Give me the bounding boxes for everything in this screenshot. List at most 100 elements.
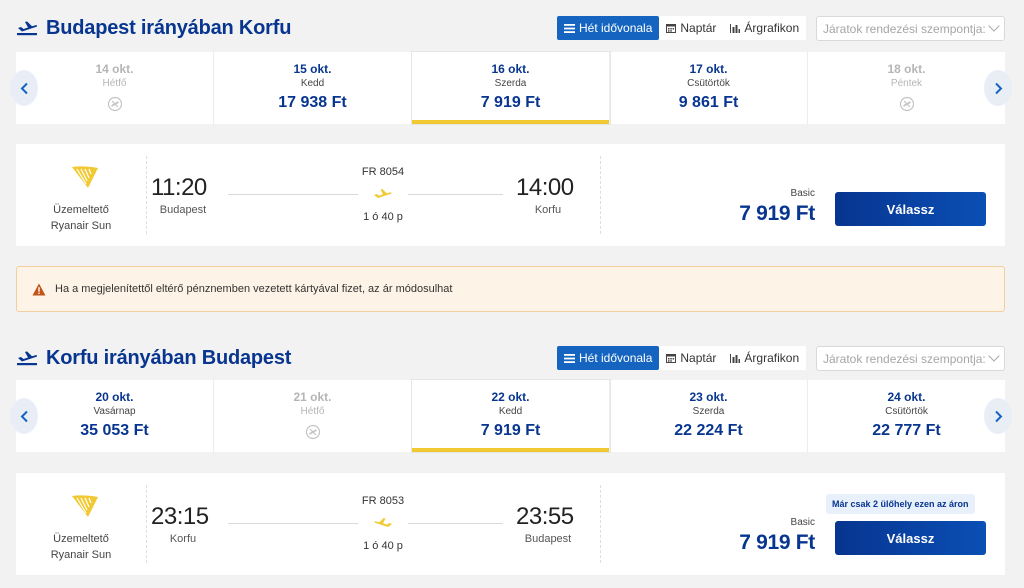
chevron-left-icon xyxy=(20,82,28,94)
no-flight-icon xyxy=(305,424,320,440)
date-cell: 21 okt. Hétfő xyxy=(214,380,412,452)
next-date-button[interactable] xyxy=(984,398,1012,434)
prev-date-button[interactable] xyxy=(10,70,38,106)
date-label: 14 okt. xyxy=(95,62,134,76)
arrival-time: 23:55 xyxy=(516,503,574,530)
divider xyxy=(146,485,147,563)
date-cell-selected[interactable]: 16 okt. Szerda 7 919 Ft xyxy=(412,52,610,124)
tab-label: Hét idővonala xyxy=(579,21,653,35)
date-price: 22 224 Ft xyxy=(674,422,743,439)
plane-icon xyxy=(374,189,392,198)
sort-select[interactable]: Járatok rendezési szempontja: xyxy=(816,346,1005,371)
operator-info: Üzemeltető Ryanair Sun xyxy=(16,531,146,563)
date-strip: 14 okt. Hétfő 15 okt. Kedd 17 938 Ft 16 … xyxy=(16,52,1005,124)
ryanair-harp-logo xyxy=(72,495,98,517)
calendar-icon xyxy=(666,24,677,33)
chevron-down-icon xyxy=(988,20,1000,32)
day-label: Péntek xyxy=(890,78,923,89)
route-line xyxy=(408,194,503,195)
date-price: 17 938 Ft xyxy=(278,94,347,111)
day-label: Csütörtök xyxy=(885,406,928,417)
plane-takeoff-icon xyxy=(17,351,38,366)
departure-city: Budapest xyxy=(159,204,207,216)
day-label: Hétfő xyxy=(300,406,325,417)
sort-select[interactable]: Járatok rendezési szempontja: xyxy=(816,16,1005,41)
date-cell[interactable]: 20 okt. Vasárnap 35 053 Ft xyxy=(16,380,214,452)
date-price: 7 919 Ft xyxy=(480,422,541,439)
warning-triangle-icon xyxy=(32,283,46,296)
route-line xyxy=(228,523,358,524)
date-price: 7 919 Ft xyxy=(480,94,541,111)
day-label: Hétfő xyxy=(102,78,127,89)
date-cell[interactable]: 24 okt. Csütörtök 22 777 Ft xyxy=(808,380,1005,452)
day-label: Vasárnap xyxy=(93,406,136,417)
tab-price-chart[interactable]: Árgrafikon xyxy=(723,346,807,370)
fare-price: 7 919 Ft xyxy=(739,202,815,225)
day-label: Kedd xyxy=(498,406,523,417)
tab-label: Naptár xyxy=(680,21,717,35)
departure-city: Korfu xyxy=(169,533,197,545)
operator-label: Üzemeltető xyxy=(53,204,109,216)
flight-number: FR 8053 xyxy=(361,495,405,507)
date-price: 35 053 Ft xyxy=(80,422,149,439)
chevron-right-icon xyxy=(994,82,1002,94)
tab-calendar[interactable]: Naptár xyxy=(659,16,724,40)
date-cell[interactable]: 17 okt. Csütörtök 9 861 Ft xyxy=(610,52,808,124)
choose-flight-button[interactable]: Válassz xyxy=(835,521,986,555)
date-strip: 20 okt. Vasárnap 35 053 Ft 21 okt. Hétfő… xyxy=(16,380,1005,452)
date-cell[interactable]: 23 okt. Szerda 22 224 Ft xyxy=(610,380,808,452)
outbound-header: Budapest irányában Korfu Hét idővonala N… xyxy=(0,8,1024,48)
date-cell: 14 okt. Hétfő xyxy=(16,52,214,124)
divider xyxy=(600,156,601,234)
list-icon xyxy=(564,23,575,33)
bar-chart-icon xyxy=(730,354,741,363)
calendar-icon xyxy=(666,354,677,363)
view-toggle: Hét idővonala Naptár Árgrafikon xyxy=(557,346,807,370)
flight-number: FR 8054 xyxy=(361,166,405,178)
date-label: 17 okt. xyxy=(689,62,728,76)
seats-left-badge: Már csak 2 ülőhely ezen az áron xyxy=(826,494,975,514)
date-cell: 18 okt. Péntek xyxy=(808,52,1005,124)
next-date-button[interactable] xyxy=(984,70,1012,106)
tab-label: Árgrafikon xyxy=(744,351,800,365)
no-flight-icon xyxy=(899,96,914,112)
date-label: 21 okt. xyxy=(293,390,332,404)
day-label: Kedd xyxy=(300,78,325,89)
flight-duration: 1 ó 40 p xyxy=(363,540,403,552)
inbound-header: Korfu irányában Budapest Hét idővonala N… xyxy=(0,338,1024,378)
date-label: 18 okt. xyxy=(887,62,926,76)
sort-placeholder: Járatok rendezési szempontja: xyxy=(823,352,986,366)
bar-chart-icon xyxy=(730,24,741,33)
choose-flight-button[interactable]: Válassz xyxy=(835,192,986,226)
ryanair-harp-logo xyxy=(72,166,98,188)
tab-label: Hét idővonala xyxy=(579,351,653,365)
date-cell[interactable]: 15 okt. Kedd 17 938 Ft xyxy=(214,52,412,124)
arrival-city: Budapest xyxy=(524,533,572,545)
prev-date-button[interactable] xyxy=(10,398,38,434)
section-title: Korfu irányában Budapest xyxy=(46,347,292,369)
date-label: 22 okt. xyxy=(491,390,530,404)
currency-warning: Ha a megjelenítettől eltérő pénznemben v… xyxy=(16,266,1005,312)
tab-label: Naptár xyxy=(680,351,717,365)
fare-type: Basic xyxy=(790,188,815,199)
date-label: 20 okt. xyxy=(95,390,134,404)
date-cell-selected[interactable]: 22 okt. Kedd 7 919 Ft xyxy=(412,380,610,452)
no-flight-icon xyxy=(107,96,122,112)
fare-price: 7 919 Ft xyxy=(739,531,815,554)
departure-time: 23:15 xyxy=(151,503,209,530)
tab-week-timeline[interactable]: Hét idővonala xyxy=(557,346,660,370)
plane-takeoff-icon xyxy=(17,21,38,36)
date-label: 16 okt. xyxy=(491,62,530,76)
tab-price-chart[interactable]: Árgrafikon xyxy=(723,16,807,40)
operator-name: Ryanair Sun xyxy=(50,549,112,561)
tab-label: Árgrafikon xyxy=(744,21,800,35)
divider xyxy=(146,156,147,234)
tab-calendar[interactable]: Naptár xyxy=(659,346,724,370)
divider xyxy=(600,485,601,563)
sort-placeholder: Járatok rendezési szempontja: xyxy=(823,22,986,36)
day-label: Csütörtök xyxy=(687,78,730,89)
arrival-time: 14:00 xyxy=(516,174,574,201)
operator-label: Üzemeltető xyxy=(53,533,109,545)
tab-week-timeline[interactable]: Hét idővonala xyxy=(557,16,660,40)
flight-card: Üzemeltető Ryanair Sun 11:20 Budapest FR… xyxy=(16,144,1005,246)
